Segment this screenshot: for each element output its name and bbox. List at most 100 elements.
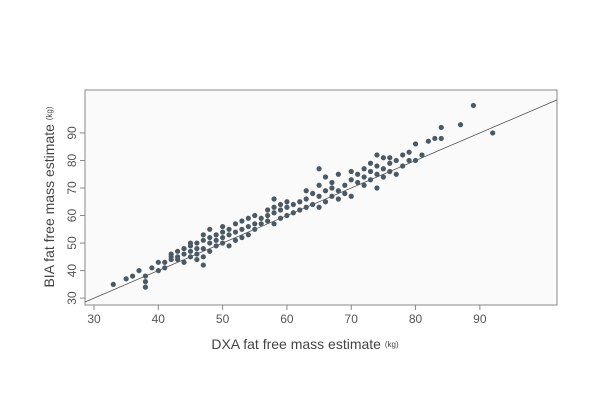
- point: [252, 212, 258, 219]
- y-tick-label: 30: [65, 291, 79, 305]
- point: [200, 254, 206, 260]
- point: [181, 259, 187, 265]
- point: [232, 221, 239, 227]
- point: [277, 207, 284, 213]
- point: [406, 149, 412, 155]
- point: [284, 204, 290, 210]
- point: [232, 237, 239, 243]
- point: [265, 212, 271, 219]
- point: [232, 229, 239, 235]
- point: [252, 226, 258, 232]
- point: [438, 124, 444, 131]
- point: [142, 273, 149, 279]
- point: [342, 182, 348, 188]
- point: [239, 234, 245, 241]
- point: [329, 193, 335, 199]
- point: [245, 232, 251, 238]
- point: [425, 138, 431, 144]
- point: [380, 155, 386, 161]
- point: [374, 163, 380, 169]
- y-tick-label: 40: [65, 264, 79, 278]
- y-axis-title: BIA fat free mass estimate: [41, 124, 57, 288]
- point: [181, 245, 187, 252]
- point: [457, 122, 464, 128]
- point: [335, 196, 341, 202]
- x-tick-label: 30: [87, 312, 101, 326]
- point: [406, 157, 412, 164]
- point: [194, 245, 200, 252]
- point: [380, 166, 386, 172]
- point: [335, 171, 341, 177]
- point: [393, 171, 399, 177]
- y-tick-label: 70: [65, 181, 79, 195]
- point: [168, 254, 174, 260]
- point: [142, 279, 149, 285]
- point: [400, 163, 406, 169]
- x-tick-label: 80: [409, 312, 423, 326]
- y-axis-unit: (kg): [45, 106, 54, 120]
- point: [220, 223, 226, 230]
- point: [162, 259, 168, 265]
- point: [245, 215, 251, 221]
- point: [303, 196, 309, 202]
- point: [284, 212, 290, 219]
- point: [316, 166, 322, 172]
- point: [226, 226, 232, 232]
- x-axis-unit: (kg): [385, 340, 399, 349]
- x-tick-label: 90: [473, 312, 487, 326]
- point: [374, 185, 380, 191]
- point: [258, 215, 264, 221]
- point: [174, 254, 181, 260]
- point: [187, 240, 194, 246]
- point: [348, 193, 354, 199]
- point: [187, 254, 194, 260]
- point: [271, 210, 277, 216]
- point: [316, 204, 322, 210]
- point: [226, 243, 232, 249]
- point: [361, 182, 367, 188]
- point: [200, 262, 206, 268]
- point: [194, 256, 200, 263]
- point: [207, 234, 213, 241]
- point: [123, 276, 129, 282]
- point: [207, 248, 213, 254]
- point: [412, 157, 419, 164]
- x-axis-title: DXA fat free mass estimate: [211, 336, 381, 352]
- point: [194, 240, 200, 246]
- point: [271, 196, 277, 202]
- point: [297, 199, 303, 205]
- point: [290, 210, 296, 216]
- point: [239, 226, 245, 232]
- point: [207, 226, 213, 232]
- point: [258, 221, 264, 227]
- point: [220, 240, 226, 246]
- point: [367, 168, 374, 175]
- x-tick-label: 60: [280, 312, 294, 326]
- point: [419, 152, 425, 158]
- point: [335, 188, 341, 194]
- point: [265, 218, 271, 224]
- y-tick-label: 50: [65, 236, 79, 250]
- point: [277, 201, 284, 208]
- point: [361, 174, 367, 180]
- point: [284, 199, 290, 205]
- point: [200, 232, 206, 238]
- point: [110, 281, 116, 287]
- point: [374, 171, 380, 177]
- point: [367, 160, 374, 166]
- point: [303, 204, 309, 210]
- point: [207, 240, 213, 246]
- point: [181, 251, 187, 257]
- point: [142, 284, 149, 290]
- point: [367, 177, 374, 183]
- point: [213, 232, 219, 238]
- point: [361, 166, 367, 172]
- point: [322, 188, 329, 194]
- point: [348, 177, 354, 183]
- point: [322, 199, 329, 205]
- point: [213, 243, 219, 249]
- point: [329, 185, 335, 191]
- point: [213, 237, 219, 243]
- y-axis-label: BIA fat free mass estimate (kg): [41, 106, 57, 287]
